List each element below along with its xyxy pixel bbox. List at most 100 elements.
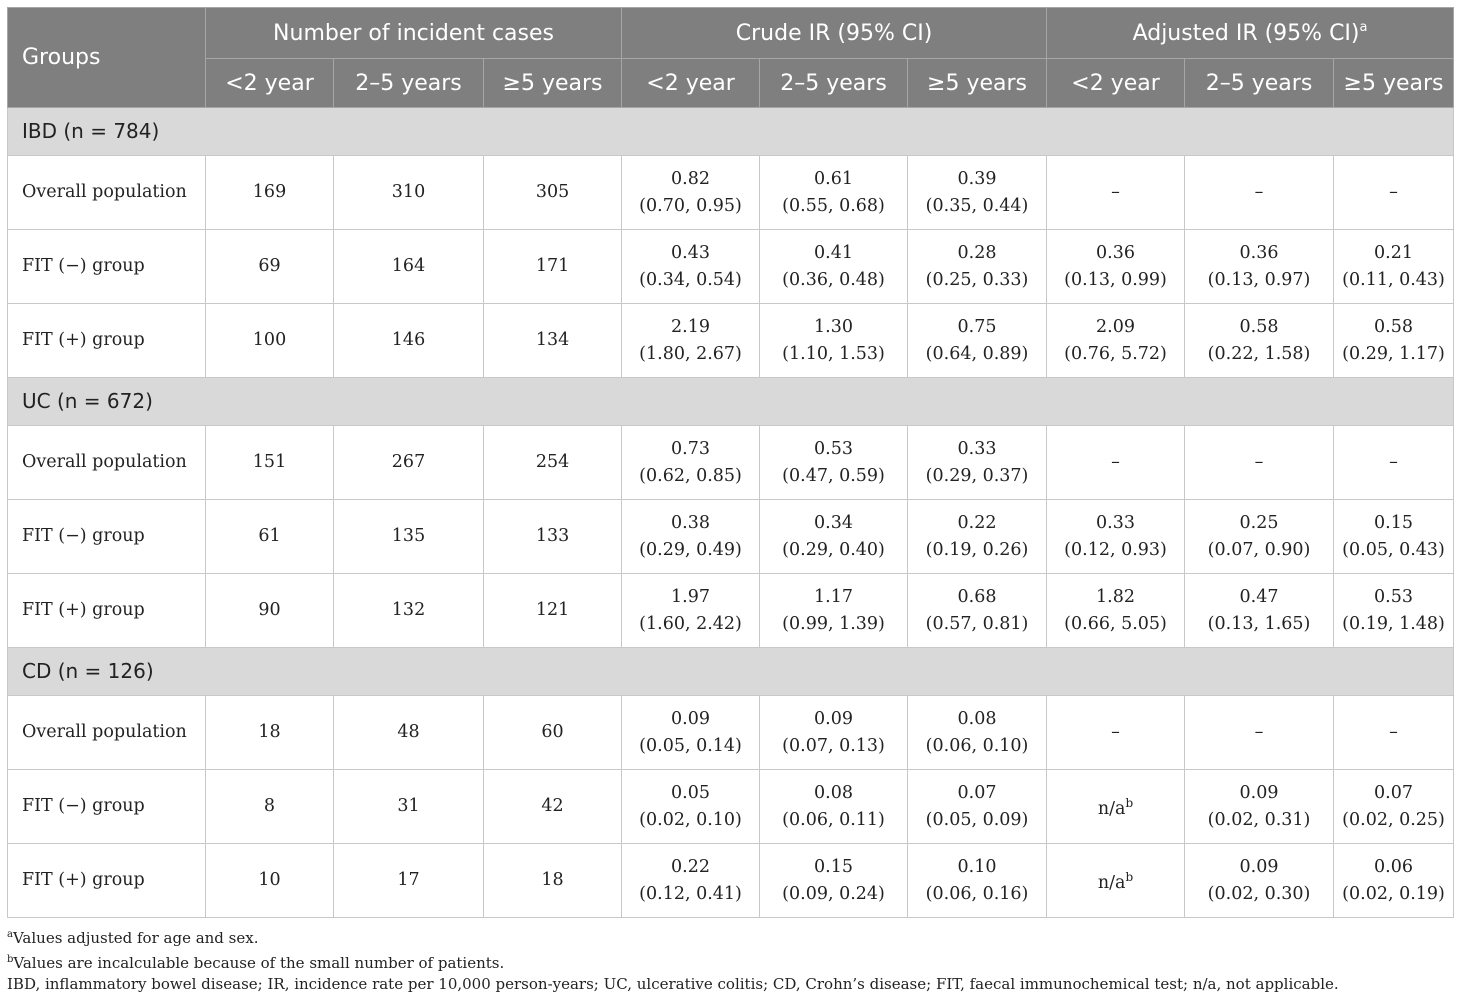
cell-value: 0.05 bbox=[622, 780, 759, 807]
table-cell: 0.08 (0.06, 0.10) bbox=[907, 695, 1048, 770]
cell-estimate: 254 bbox=[535, 452, 570, 472]
table-cell: 0.39 (0.35, 0.44) bbox=[907, 155, 1048, 230]
table-cell: 0.08 (0.06, 0.11) bbox=[759, 769, 909, 844]
table-cell: 121 bbox=[482, 573, 623, 648]
table-cell: – bbox=[1184, 425, 1335, 500]
cell-value: 69 bbox=[206, 253, 333, 280]
cell-value: 90 bbox=[206, 597, 333, 624]
row-label: FIT (+) group bbox=[7, 573, 206, 648]
cell-estimate: 0.61 bbox=[814, 168, 854, 189]
cell-estimate: 0.36 bbox=[1096, 242, 1136, 263]
cell-estimate: 0.09 bbox=[814, 708, 854, 729]
cell-estimate: 1.97 bbox=[671, 586, 711, 607]
cell-value: 61 bbox=[206, 523, 333, 550]
table-row: FIT (−) group 61 135 133 0.38 (0.29, 0.49) 0.3… bbox=[7, 499, 1455, 574]
cell-value: 1.17 bbox=[760, 584, 907, 611]
table-cell: – bbox=[1046, 695, 1186, 770]
subheader-cell: <2 year bbox=[205, 58, 334, 108]
cell-estimate: 0.41 bbox=[814, 242, 854, 263]
group-header-adjusted-ir: Adjusted IR (95% CI)a bbox=[1046, 7, 1455, 59]
table-cell: 135 bbox=[333, 499, 484, 574]
cell-value: 146 bbox=[334, 327, 483, 354]
cell-value: 0.22 bbox=[908, 510, 1046, 537]
cell-estimate: 0.07 bbox=[1374, 782, 1414, 803]
cell-value: – bbox=[1047, 179, 1184, 206]
cell-estimate: 0.58 bbox=[1239, 316, 1279, 337]
table-cell: – bbox=[1333, 695, 1455, 770]
section-row: IBD (n = 784) bbox=[6, 107, 1455, 156]
cell-ci: (0.29, 0.40) bbox=[782, 539, 885, 560]
table-cell: 0.73 (0.62, 0.85) bbox=[621, 425, 761, 500]
cell-value: 267 bbox=[334, 449, 483, 476]
cell-estimate: – bbox=[1389, 182, 1398, 202]
cell-estimate: 0.28 bbox=[957, 242, 997, 263]
table-header: Groups Number of incident cases Crude IR… bbox=[7, 7, 1455, 108]
cell-ci: (0.06, 0.10) bbox=[925, 735, 1029, 756]
table-cell: 0.15 (0.05, 0.43) bbox=[1333, 499, 1455, 574]
cell-estimate: 48 bbox=[397, 722, 420, 742]
table-cell: 134 bbox=[482, 303, 623, 378]
cell-estimate: 0.75 bbox=[957, 316, 997, 337]
cell-ci: (0.22, 1.58) bbox=[1207, 343, 1311, 364]
cell-estimate: 0.39 bbox=[957, 168, 997, 189]
cell-estimate: 146 bbox=[391, 330, 426, 350]
cell-ci: (0.12, 0.93) bbox=[1064, 539, 1167, 560]
cell-ci: (0.25, 0.33) bbox=[925, 269, 1029, 290]
table-cell: 267 bbox=[333, 425, 484, 500]
cell-value: 42 bbox=[484, 793, 621, 820]
row-label: FIT (+) group bbox=[7, 303, 206, 378]
cell-value: 0.39 bbox=[908, 166, 1046, 193]
cell-value: 0.41 bbox=[760, 240, 907, 267]
cell-ci: (1.10, 1.53) bbox=[782, 343, 885, 364]
cell-value: 305 bbox=[484, 179, 621, 206]
cell-estimate: – bbox=[1111, 182, 1120, 202]
table-cell: 171 bbox=[482, 229, 623, 304]
cell-estimate: 1.30 bbox=[814, 316, 854, 337]
footnote-text: Values are incalculable because of the s… bbox=[13, 954, 505, 972]
cell-estimate: 0.38 bbox=[671, 512, 711, 533]
cell-ci: (0.05, 0.09) bbox=[925, 809, 1029, 830]
table-cell: 0.09 (0.05, 0.14) bbox=[621, 695, 761, 770]
table-cell: 0.34 (0.29, 0.40) bbox=[759, 499, 909, 574]
table-cell: 305 bbox=[482, 155, 623, 230]
table-cell: 0.36 (0.13, 0.97) bbox=[1184, 229, 1335, 304]
cell-estimate: 0.10 bbox=[957, 856, 997, 877]
table-cell: 0.68 (0.57, 0.81) bbox=[907, 573, 1048, 648]
table-cell: 60 bbox=[482, 695, 623, 770]
cell-estimate: 267 bbox=[391, 452, 426, 472]
cell-ci: (0.66, 5.05) bbox=[1064, 613, 1167, 634]
cell-estimate: 305 bbox=[535, 182, 570, 202]
cell-value: 164 bbox=[334, 253, 483, 280]
cell-estimate: – bbox=[1111, 722, 1120, 742]
cell-value: 169 bbox=[206, 179, 333, 206]
table-cell: 0.36 (0.13, 0.99) bbox=[1046, 229, 1186, 304]
groups-header: Groups bbox=[7, 7, 206, 108]
table-cell: 69 bbox=[205, 229, 334, 304]
table-cell: 0.25 (0.07, 0.90) bbox=[1184, 499, 1335, 574]
cell-value: 0.34 bbox=[760, 510, 907, 537]
cell-estimate: – bbox=[1111, 452, 1120, 472]
table-cell: 90 bbox=[205, 573, 334, 648]
table-cell: 61 bbox=[205, 499, 334, 574]
cell-value: 310 bbox=[334, 179, 483, 206]
group-header-cases: Number of incident cases bbox=[204, 7, 623, 59]
cell-estimate: 0.47 bbox=[1239, 586, 1279, 607]
cell-value: 0.33 bbox=[1047, 510, 1184, 537]
cell-value: 0.15 bbox=[1334, 510, 1453, 537]
table-cell: – bbox=[1333, 425, 1455, 500]
cell-value: 0.36 bbox=[1047, 240, 1184, 267]
cell-estimate: 0.58 bbox=[1374, 316, 1414, 337]
table-cell: 0.38 (0.29, 0.49) bbox=[621, 499, 761, 574]
cell-value: 0.43 bbox=[622, 240, 759, 267]
cell-ci: (0.06, 0.16) bbox=[925, 883, 1029, 904]
footnote-text: Values adjusted for age and sex. bbox=[12, 929, 259, 947]
table-cell: 0.10 (0.06, 0.16) bbox=[907, 843, 1048, 918]
cell-ci: (0.05, 0.14) bbox=[639, 735, 742, 756]
cell-estimate: 133 bbox=[535, 526, 570, 546]
subheader-cell: ≥5 years bbox=[907, 58, 1048, 108]
table-cell: 0.41 (0.36, 0.48) bbox=[759, 229, 909, 304]
cell-estimate: 169 bbox=[252, 182, 287, 202]
cell-estimate: 310 bbox=[391, 182, 426, 202]
cell-value: 0.09 bbox=[1185, 780, 1333, 807]
row-label: Overall population bbox=[7, 695, 206, 770]
